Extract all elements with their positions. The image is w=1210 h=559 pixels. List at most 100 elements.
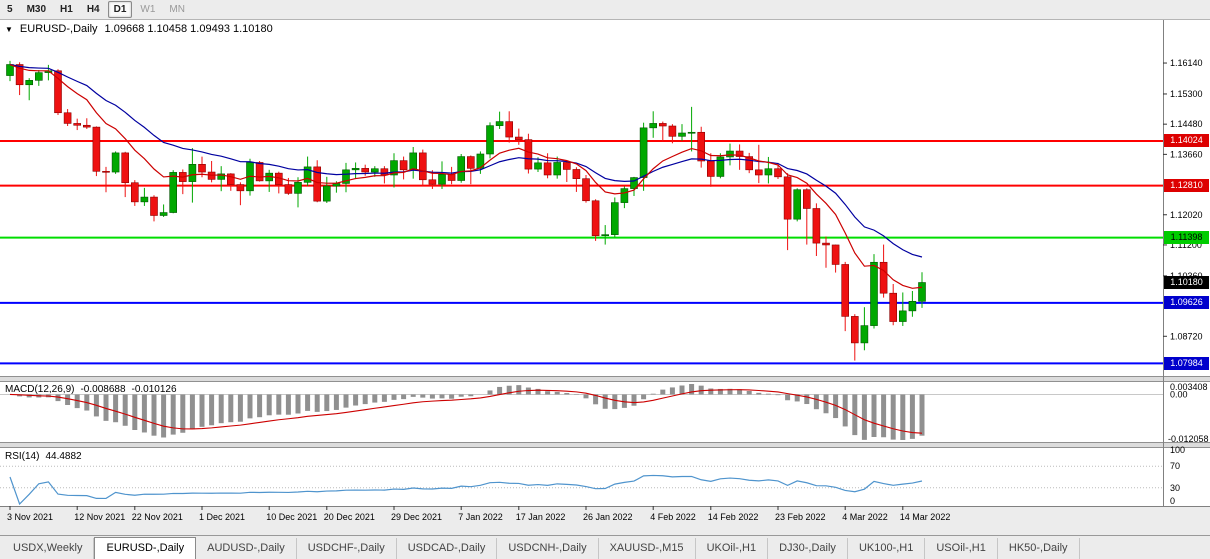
timeframe-button-H4[interactable]: H4 — [86, 4, 100, 15]
candle-body — [63, 112, 72, 124]
timeframe-button-5[interactable]: 5 — [7, 4, 13, 15]
date-axis-label: 4 Feb 2022 — [650, 512, 696, 522]
candle-body — [572, 169, 581, 179]
chart-tab-DJ30-,Daily[interactable]: DJ30-,Daily — [768, 538, 848, 559]
symbol-dropdown-icon[interactable]: ▼ — [5, 24, 13, 34]
price-axis-label: 1.10360 — [1170, 271, 1203, 281]
chart-tab-UK100-,H1[interactable]: UK100-,H1 — [847, 538, 926, 559]
candle-body — [322, 185, 331, 202]
pane-divider[interactable] — [0, 442, 1210, 448]
current-price-badge: 1.10180 — [1164, 276, 1209, 289]
rsi-header: RSI(14) 44.4882 — [5, 451, 82, 462]
chart-tab-EURUSD-,Daily[interactable]: EURUSD-,Daily — [94, 537, 197, 559]
price-level-badge-1.09626: 1.09626 — [1164, 296, 1209, 310]
candle-body — [754, 169, 763, 176]
timeframe-button-MN[interactable]: MN — [169, 4, 185, 15]
date-axis-label: 20 Dec 2021 — [324, 512, 375, 522]
rsi-title: RSI(14) — [5, 451, 40, 462]
candle-body — [735, 150, 744, 157]
date-axis-label: 3 Nov 2021 — [7, 512, 53, 522]
timeframe-button-M30[interactable]: M30 — [26, 4, 47, 15]
chart-tab-AUDUSD-,Daily[interactable]: AUDUSD-,Daily — [196, 538, 297, 559]
candle-body — [543, 162, 552, 176]
candle-body — [83, 124, 91, 128]
macd-axis-label: 0.00 — [1170, 389, 1188, 399]
candle-body — [140, 196, 149, 203]
candle-body — [601, 234, 610, 237]
date-axis-label: 12 Nov 2021 — [74, 512, 125, 522]
candle-body — [514, 136, 523, 140]
date-axis-label: 26 Jan 2022 — [583, 512, 633, 522]
chart-tab-USDCHF-,Daily[interactable]: USDCHF-,Daily — [296, 538, 397, 559]
candle-body — [390, 160, 398, 176]
candle-body — [649, 123, 658, 129]
candle-body — [399, 160, 408, 171]
date-axis-label: 14 Feb 2022 — [708, 512, 759, 522]
chart-ohlc-values: 1.09668 1.10458 1.09493 1.10180 — [104, 23, 273, 35]
candle-body — [25, 80, 34, 86]
candle-body — [802, 189, 811, 209]
candle-body — [639, 127, 648, 178]
candle-body — [774, 168, 782, 178]
chart-header: ▼ EURUSD-,Daily 1.09668 1.10458 1.09493 … — [5, 23, 273, 35]
date-axis-label: 10 Dec 2021 — [266, 512, 317, 522]
date-axis-label: 14 Mar 2022 — [900, 512, 951, 522]
price-axis-label: 1.12020 — [1170, 210, 1203, 220]
candle-body — [495, 121, 504, 126]
candle-body — [716, 156, 725, 177]
candle-body — [54, 70, 62, 114]
candle-body — [34, 72, 43, 81]
candle-body — [726, 150, 734, 158]
rsi-axis-label: 70 — [1170, 461, 1180, 471]
date-axis-label: 17 Jan 2022 — [516, 512, 566, 522]
candle-body — [198, 164, 206, 173]
candle-body — [217, 173, 225, 180]
candle-body — [159, 212, 168, 216]
candle-body — [418, 152, 427, 181]
candle-body — [841, 264, 850, 317]
candle-body — [783, 176, 792, 220]
date-axis-label: 7 Jan 2022 — [458, 512, 503, 522]
rsi-axis-label: 30 — [1170, 483, 1180, 493]
price-axis-label: 1.11200 — [1170, 240, 1202, 250]
candle-body — [236, 184, 245, 192]
chart-area[interactable]: 1.16140 1.15300 1.14480 1.13660 1.12020 1.112… — [0, 20, 1210, 535]
chart-tab-XAUUSD-,M15[interactable]: XAUUSD-,M15 — [598, 538, 696, 559]
candle-body — [658, 123, 667, 127]
pane-divider[interactable] — [0, 376, 1210, 382]
chart-tab-HK50-,Daily[interactable]: HK50-,Daily — [997, 538, 1080, 559]
candle-body — [610, 202, 619, 235]
macd-main-value: -0.008688 — [80, 384, 126, 395]
candle-body — [562, 162, 571, 170]
price-axis-label: 1.13660 — [1170, 149, 1203, 159]
timeframe-button-W1[interactable]: W1 — [140, 4, 156, 15]
rsi-axis-label: 100 — [1170, 445, 1185, 455]
candle-body — [908, 300, 917, 312]
candle-body — [505, 121, 514, 138]
candle-body — [745, 156, 754, 171]
candle-body — [831, 244, 840, 265]
price-axis-label: 1.08720 — [1170, 331, 1203, 341]
candle-body — [342, 169, 350, 184]
chart-tab-USDX,Weekly[interactable]: USDX,Weekly — [2, 538, 95, 559]
candle-body — [898, 310, 907, 322]
chart-tabs-bar: USDX,Weekly EURUSD-,Daily AUDUSD-,Daily USD… — [0, 535, 1210, 559]
candle-body — [332, 183, 341, 187]
date-axis-label: 1 Dec 2021 — [199, 512, 245, 522]
candle-body — [591, 200, 600, 237]
macd-signal-line — [9, 389, 923, 434]
chart-background — [0, 20, 1210, 535]
rsi-line — [9, 474, 923, 506]
price-level-badge-1.12810: 1.12810 — [1164, 179, 1209, 193]
chart-tab-USDCNH-,Daily[interactable]: USDCNH-,Daily — [497, 538, 599, 559]
timeframe-button-H1[interactable]: H1 — [60, 4, 73, 15]
candle-body — [466, 156, 475, 169]
timeframe-button-D1[interactable]: D1 — [107, 1, 133, 18]
date-axis-strip[interactable] — [0, 506, 1210, 535]
chart-tab-UKOil-,H1[interactable]: UKOil-,H1 — [695, 538, 769, 559]
chart-tab-USOil-,H1[interactable]: USOil-,H1 — [925, 538, 998, 559]
chart-tab-USDCAD-,Daily[interactable]: USDCAD-,Daily — [396, 538, 498, 559]
candle-body — [284, 184, 293, 194]
price-chart-canvas[interactable]: 1.16140 1.15300 1.14480 1.13660 1.12020 1.112… — [0, 20, 1210, 535]
